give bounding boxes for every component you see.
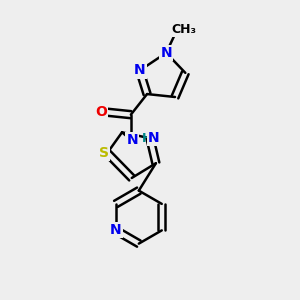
Text: N: N (134, 64, 146, 77)
Text: N: N (110, 224, 122, 237)
Text: S: S (99, 146, 109, 160)
Text: N: N (148, 131, 159, 145)
Text: O: O (95, 105, 107, 119)
Text: N: N (160, 46, 172, 60)
Text: CH₃: CH₃ (172, 23, 197, 36)
Text: H: H (142, 132, 152, 145)
Text: N: N (127, 133, 138, 147)
